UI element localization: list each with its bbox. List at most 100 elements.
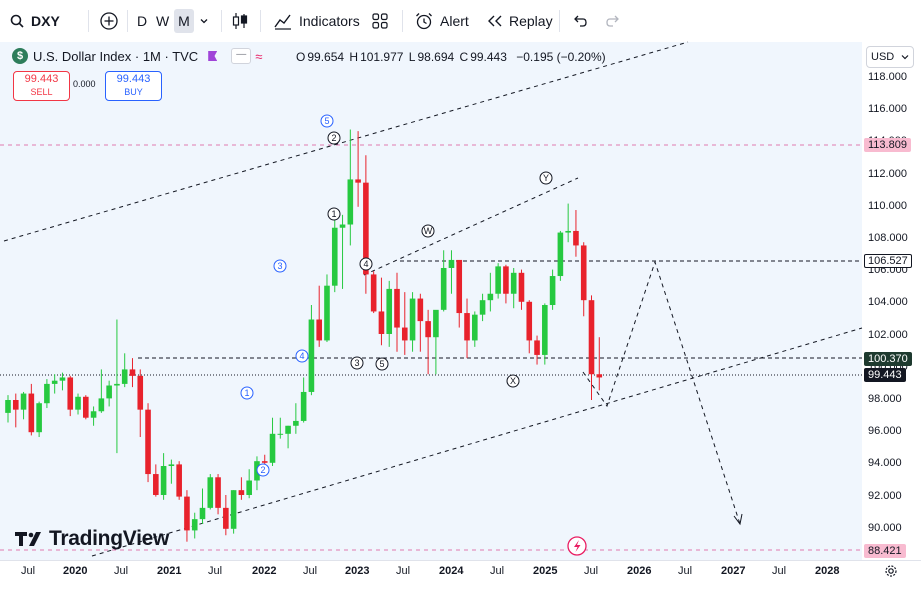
interval-m-label: M	[178, 13, 190, 29]
low-label: L	[408, 50, 416, 64]
high-value: 101.977	[360, 50, 404, 64]
low-line-label: 88.421	[864, 544, 906, 558]
change-value: −0.195 (−0.20%)	[516, 50, 606, 64]
time-label: Jul	[21, 565, 36, 577]
spread-value: 0.000	[73, 79, 96, 89]
price-tick: 118.000	[868, 71, 907, 83]
chevron-down-icon	[200, 19, 208, 24]
time-label: Jul	[678, 565, 693, 577]
time-label: 2020	[63, 565, 88, 577]
symbol-search[interactable]: DXY	[10, 9, 60, 33]
compare-button[interactable]	[99, 9, 119, 33]
time-axis[interactable]	[0, 560, 921, 595]
sell-button[interactable]: 99.443 SELL	[13, 71, 70, 101]
close-label: C	[459, 50, 469, 64]
chart-pane[interactable]	[0, 42, 862, 560]
price-tick: 116.000	[868, 103, 907, 116]
divider	[221, 10, 222, 32]
indicators-button[interactable]: Indicators	[273, 9, 360, 33]
ohlc-readout: O 99.654 H 101.977 L 98.694 C 99.443 −0.195 …	[296, 50, 608, 64]
time-label: Jul	[772, 565, 787, 577]
redo-icon	[606, 15, 619, 27]
price-tick: 90.000	[868, 521, 902, 534]
low-value: 98.694	[417, 50, 455, 64]
interval-d[interactable]: D	[137, 9, 147, 33]
divider	[88, 10, 89, 32]
currency-label: USD	[871, 51, 895, 63]
price-tick: 92.000	[868, 489, 902, 502]
symbol-name: DXY	[31, 13, 60, 29]
high-label: H	[349, 50, 359, 64]
price-tick: 98.000	[868, 393, 902, 405]
tradingview-logo: TradingView	[15, 527, 169, 551]
chart-legend[interactable]: $ U.S. Dollar Index · 1M · TVC — ≈	[12, 48, 262, 64]
redo-button[interactable]	[606, 9, 622, 33]
divider	[402, 10, 403, 32]
top-toolbar: DXY D W M Indicators Alert Replay	[0, 0, 921, 43]
interval-w[interactable]: W	[156, 9, 169, 33]
plus-circle-icon	[100, 12, 118, 30]
time-label: Jul	[303, 565, 318, 577]
interval-m-active[interactable]: M	[174, 9, 194, 33]
undo-icon	[574, 15, 587, 27]
time-label: 2027	[721, 565, 746, 577]
last-price-label: 99.443	[864, 368, 906, 382]
time-label: 2022	[252, 565, 277, 577]
time-label: Jul	[208, 565, 223, 577]
interval-dropdown[interactable]	[199, 9, 209, 33]
divider	[559, 10, 560, 32]
open-label: O	[296, 50, 306, 64]
support-label: 100.370	[864, 352, 912, 366]
chevron-down-icon	[901, 55, 909, 60]
replay-button[interactable]: Replay	[486, 9, 553, 33]
sell-label: SELL	[30, 87, 53, 97]
time-label: 2028	[815, 565, 840, 577]
open-value: 99.654	[307, 50, 345, 64]
price-tick: 102.000	[868, 328, 908, 341]
sell-price: 99.443	[24, 73, 59, 85]
dollar-icon: $	[12, 48, 28, 64]
price-axis[interactable]	[862, 42, 921, 560]
grid-icon	[372, 13, 388, 29]
replay-label: Replay	[509, 13, 553, 29]
divider	[260, 10, 261, 32]
high-line-label: 113.809	[864, 138, 911, 152]
alarm-clock-icon	[416, 13, 432, 30]
undo-button[interactable]	[571, 9, 587, 33]
alert-label: Alert	[440, 13, 469, 29]
alert-button[interactable]: Alert	[414, 9, 469, 33]
buy-label: BUY	[124, 87, 143, 97]
time-label: Jul	[490, 565, 505, 577]
gear-icon	[885, 565, 897, 577]
axis-settings-button[interactable]	[884, 564, 898, 583]
price-tick: 96.000	[868, 425, 902, 438]
time-label: 2026	[627, 565, 652, 577]
minimize-legend-button[interactable]: —	[231, 48, 252, 64]
chart-type-button[interactable]	[231, 9, 249, 33]
time-label: Jul	[114, 565, 129, 577]
brand-name: TradingView	[49, 527, 170, 550]
symbol-title: U.S. Dollar Index · 1M · TVC	[33, 48, 199, 64]
currency-selector[interactable]: USD	[866, 46, 914, 68]
buy-price: 99.443	[116, 73, 151, 85]
rewind-icon	[488, 15, 502, 27]
time-label: 2023	[345, 565, 370, 577]
close-value: 99.443	[470, 50, 507, 64]
buy-button[interactable]: 99.443 BUY	[105, 71, 162, 101]
templates-button[interactable]	[371, 9, 389, 33]
indicators-label: Indicators	[299, 13, 360, 29]
time-label: Jul	[396, 565, 411, 577]
tv-logo-icon	[15, 532, 41, 546]
indicators-icon	[274, 14, 291, 30]
interval-w-label: W	[156, 13, 170, 29]
interval-d-label: D	[137, 13, 148, 29]
price-tick: 108.000	[868, 232, 908, 244]
price-tick: 112.000	[868, 167, 907, 180]
search-icon	[10, 14, 24, 28]
flag-icon	[208, 51, 218, 61]
divider	[127, 10, 128, 32]
candles-icon	[232, 13, 248, 29]
resistance-label: 106.527	[864, 254, 912, 268]
wave-settings-icon[interactable]: ≈	[255, 48, 263, 64]
price-tick: 104.000	[868, 296, 908, 309]
